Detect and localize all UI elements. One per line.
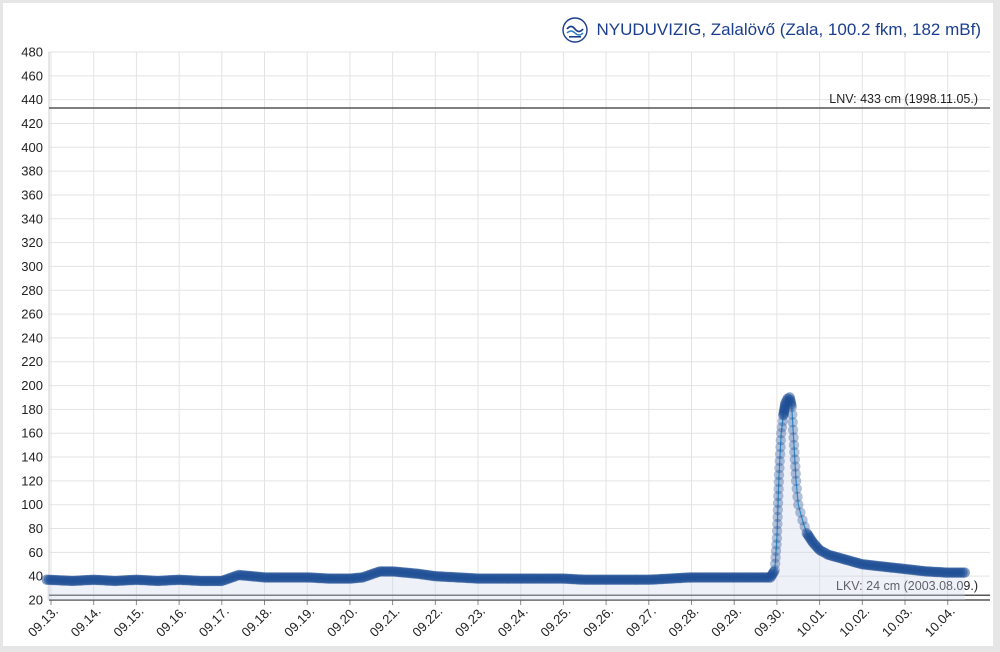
x-tick-label: 09.28. [665, 604, 701, 640]
y-tick-label: 20 [29, 593, 43, 608]
y-tick-label: 80 [29, 521, 43, 536]
data-point [787, 417, 798, 428]
series-markers [41, 392, 970, 587]
data-point [791, 483, 802, 494]
y-tick-label: 300 [21, 259, 43, 274]
data-point [795, 507, 806, 518]
y-tick-label: 280 [21, 283, 43, 298]
data-point [773, 490, 784, 502]
data-point [772, 497, 784, 509]
data-point [787, 424, 799, 436]
y-tick-label: 200 [21, 378, 43, 393]
y-tick-label: 260 [21, 307, 43, 322]
x-tick-label: 09.18. [238, 604, 274, 640]
data-point [774, 448, 786, 460]
x-tick-label: 09.16. [153, 604, 189, 640]
data-point [776, 428, 787, 439]
data-point [790, 468, 801, 479]
y-tick-label: 40 [29, 569, 43, 584]
series-area [46, 397, 965, 600]
y-tick-label: 380 [21, 164, 43, 179]
x-tick-label: 09.21. [367, 604, 403, 640]
y-tick-label: 120 [21, 473, 43, 488]
x-tick-label: 09.26. [580, 604, 616, 640]
y-tick-label: 320 [21, 235, 43, 250]
chart-frame: NYUDUVIZIG, Zalalövő (Zala, 100.2 fkm, 1… [3, 3, 993, 646]
x-tick-label: 09.27. [623, 604, 659, 640]
y-tick-label: 420 [21, 116, 43, 131]
data-point [786, 399, 797, 410]
data-point [775, 435, 786, 446]
x-tick-label: 09.13. [25, 604, 61, 640]
x-tick-label: 09.30. [751, 604, 787, 640]
data-point [793, 499, 804, 510]
data-point [786, 401, 797, 413]
data-point [774, 462, 785, 474]
y-tick-label: 480 [21, 45, 43, 60]
x-tick-label: 09.23. [452, 604, 488, 640]
data-point [776, 422, 788, 433]
reference-label: LNV: 433 cm (1998.11.05.) [829, 92, 978, 106]
data-point [770, 545, 782, 557]
data-point [789, 447, 800, 458]
x-tick-label: 10.03. [879, 604, 915, 640]
y-tick-label: 60 [29, 545, 43, 560]
data-point [773, 483, 784, 495]
water-wave-logo-icon [562, 17, 589, 43]
x-tick-label: 09.14. [68, 604, 104, 640]
data-point [768, 566, 779, 578]
x-tick-label: 09.17. [196, 604, 232, 640]
data-point [774, 455, 785, 467]
y-tick-label: 340 [21, 211, 43, 226]
data-point [773, 469, 785, 481]
data-point [797, 515, 808, 526]
data-point [771, 532, 783, 544]
data-point [771, 539, 782, 550]
data-point [770, 552, 781, 563]
chart-title: NYUDUVIZIG, Zalalövő (Zala, 100.2 fkm, 1… [562, 17, 981, 43]
x-tick-label: 09.24. [495, 604, 531, 640]
data-point [788, 439, 800, 451]
y-tick-label: 160 [21, 426, 43, 441]
data-point [790, 475, 802, 487]
x-tick-label: 10.04. [922, 604, 958, 640]
data-point [775, 441, 786, 453]
data-point [792, 491, 803, 502]
x-tick-label: 10.02. [836, 604, 872, 640]
data-point [772, 511, 783, 523]
x-tick-label: 09.20. [324, 604, 360, 640]
y-tick-label: 400 [21, 140, 43, 155]
data-point [771, 525, 783, 537]
y-tick-label: 440 [21, 92, 43, 107]
data-point [772, 504, 783, 516]
x-tick-label: 09.22. [409, 604, 445, 640]
data-point [959, 567, 970, 578]
y-tick-label: 460 [21, 68, 43, 83]
reference-label: LKV: 24 cm (2003.08.09.) [836, 579, 978, 593]
data-point [769, 565, 780, 576]
y-tick-label: 180 [21, 402, 43, 417]
data-point [788, 432, 799, 443]
x-tick-label: 09.15. [110, 604, 146, 640]
y-tick-label: 240 [21, 330, 43, 345]
y-tick-label: 100 [21, 497, 43, 512]
y-tick-label: 220 [21, 354, 43, 369]
chart-title-text: NYUDUVIZIG, Zalalövő (Zala, 100.2 fkm, 1… [596, 20, 981, 39]
data-point [787, 409, 798, 420]
x-tick-label: 09.29. [708, 604, 744, 640]
chart-plot: 20 40 60 80 100 120 140 160 180 200 220 240 260 280 30… [21, 45, 990, 640]
data-point [772, 518, 783, 530]
y-tick-label: 360 [21, 187, 43, 202]
data-point [790, 461, 801, 472]
x-tick-label: 09.25. [537, 604, 573, 640]
data-point [789, 454, 800, 465]
data-point [773, 476, 784, 488]
x-tick-label: 10.01. [794, 604, 830, 640]
y-tick-label: 140 [21, 450, 43, 465]
data-point [770, 558, 781, 569]
x-tick-label: 09.19. [281, 604, 317, 640]
